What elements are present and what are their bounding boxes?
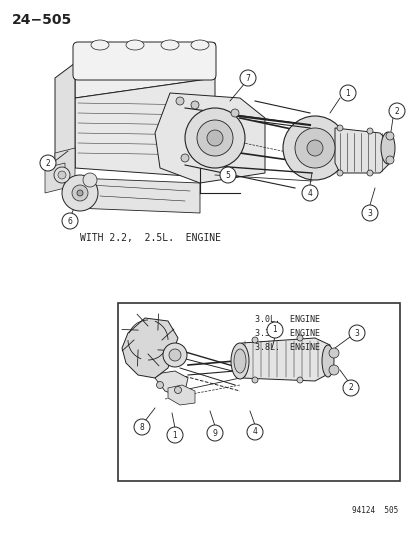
Text: 2: 2 [394,107,399,116]
Text: 2: 2 [45,158,50,167]
Circle shape [301,185,317,201]
Circle shape [62,175,98,211]
Ellipse shape [233,349,245,373]
Circle shape [190,101,199,109]
Polygon shape [168,385,195,405]
Text: 4: 4 [252,427,257,437]
Text: 1: 1 [345,88,349,98]
Circle shape [169,349,180,361]
Polygon shape [55,148,75,183]
Circle shape [72,185,88,201]
Polygon shape [75,43,214,98]
Polygon shape [122,318,178,378]
Polygon shape [75,178,199,213]
Text: 1: 1 [272,326,277,335]
Text: 4: 4 [307,189,312,198]
Circle shape [385,156,393,164]
Circle shape [348,325,364,341]
Circle shape [247,424,262,440]
Circle shape [176,97,183,105]
Text: 8: 8 [139,423,144,432]
Bar [118,303,399,481]
Ellipse shape [230,343,248,379]
Circle shape [83,173,97,187]
FancyBboxPatch shape [73,42,216,80]
Polygon shape [154,93,264,183]
Text: 24−505: 24−505 [12,13,72,27]
Circle shape [342,380,358,396]
Circle shape [366,170,372,176]
Circle shape [230,109,238,117]
Circle shape [266,322,282,338]
Polygon shape [75,78,214,178]
Circle shape [282,116,346,180]
Circle shape [252,377,257,383]
Text: 9: 9 [212,429,217,438]
Ellipse shape [190,40,209,50]
Circle shape [252,337,257,343]
Circle shape [62,213,78,229]
Ellipse shape [91,40,109,50]
Text: 3: 3 [367,208,372,217]
Polygon shape [45,163,65,193]
Circle shape [388,103,404,119]
Text: 94124  505: 94124 505 [351,506,397,515]
Circle shape [40,155,56,171]
Polygon shape [334,128,389,173]
Circle shape [58,171,66,179]
Text: WITH 2.2,  2.5L.  ENGINE: WITH 2.2, 2.5L. ENGINE [80,233,221,243]
Circle shape [296,335,302,341]
Circle shape [339,85,355,101]
Circle shape [166,427,183,443]
Circle shape [328,348,338,358]
Ellipse shape [161,40,178,50]
Circle shape [174,386,181,393]
Circle shape [336,170,342,176]
Circle shape [180,154,189,162]
Circle shape [206,425,223,441]
Text: 3.8L.  ENGINE: 3.8L. ENGINE [254,343,319,352]
Text: 1: 1 [172,431,177,440]
Circle shape [296,377,302,383]
Circle shape [240,70,255,86]
Circle shape [294,128,334,168]
Circle shape [219,167,235,183]
Ellipse shape [126,40,144,50]
Circle shape [366,128,372,134]
Circle shape [156,382,163,389]
Circle shape [361,205,377,221]
Circle shape [197,120,233,156]
Polygon shape [154,371,188,395]
Circle shape [306,140,322,156]
Ellipse shape [321,345,333,377]
Text: 3: 3 [354,328,358,337]
Text: 3.0L.  ENGINE: 3.0L. ENGINE [254,315,319,324]
Circle shape [385,132,393,140]
Text: 5: 5 [225,171,230,180]
Text: 6: 6 [67,216,72,225]
Circle shape [163,343,187,367]
Polygon shape [235,338,329,381]
Circle shape [185,108,244,168]
Circle shape [336,125,342,131]
Circle shape [134,419,150,435]
Text: 2: 2 [348,384,353,392]
Circle shape [54,167,70,183]
Circle shape [206,130,223,146]
Circle shape [77,190,83,196]
Text: 3.3L.  ENGINE: 3.3L. ENGINE [254,329,319,338]
Polygon shape [55,63,75,183]
Circle shape [328,365,338,375]
Text: 7: 7 [245,74,250,83]
Ellipse shape [380,132,394,164]
